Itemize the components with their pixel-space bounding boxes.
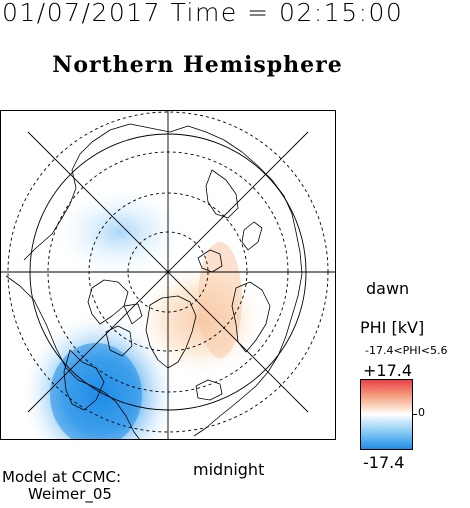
colorbar-title: PHI [kV]	[360, 318, 425, 337]
taymyr-coast	[205, 169, 239, 219]
colorbar-zero-tick	[413, 414, 417, 415]
north-america-coast	[5, 275, 141, 440]
scandinavia-coast	[231, 281, 271, 353]
colorbar-range: -17.4<PHI<5.6	[365, 344, 448, 357]
midnight-label: midnight	[193, 460, 265, 479]
colorbar-zero-label: 0	[418, 406, 425, 419]
svalbard-coast	[197, 249, 223, 273]
novaya-zemlya-coast	[241, 221, 263, 251]
map-frame	[0, 110, 336, 440]
alaska-coast	[23, 141, 93, 261]
atlantic-coast	[193, 415, 221, 437]
north-pole-marker	[166, 270, 170, 274]
page-title: Northern Hemisphere	[52, 52, 343, 78]
iceland-coast	[195, 379, 223, 401]
polar-map	[0, 110, 336, 440]
canadian-archipelago-coast	[87, 279, 143, 357]
coastlines	[5, 123, 303, 440]
datetime-header: 01/07/2017 Time = 02:15:00	[2, 0, 404, 27]
europe-coast	[219, 231, 303, 417]
positive-potential-ridge	[198, 242, 242, 358]
greenland-coast	[145, 295, 197, 369]
model-name: Weimer_05	[28, 485, 112, 503]
siberia-coast	[91, 123, 297, 233]
colorbar-min-label: -17.4	[363, 453, 405, 472]
hudson-bay-coast	[63, 349, 105, 411]
model-credit: Model at CCMC:	[2, 468, 122, 486]
colorbar	[360, 379, 413, 450]
colorbar-max-label: +17.4	[363, 361, 413, 380]
dawn-label: dawn	[366, 279, 410, 298]
negative-potential-upper	[50, 184, 190, 280]
